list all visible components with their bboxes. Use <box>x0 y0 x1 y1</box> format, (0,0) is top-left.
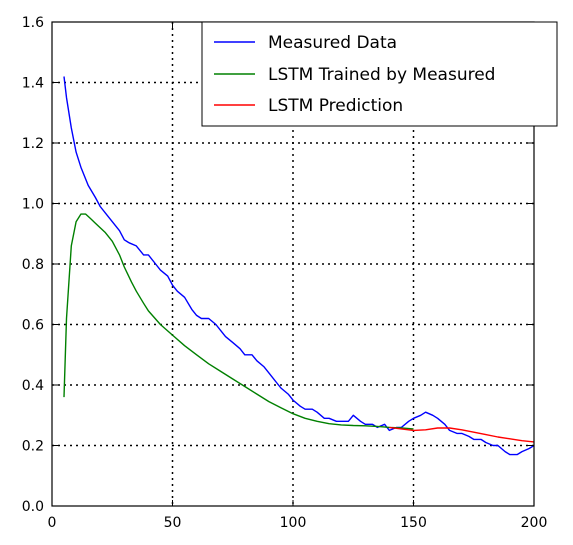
x-tick-label: 200 <box>521 515 548 531</box>
x-tick-label: 50 <box>164 515 182 531</box>
x-axis-tick-labels: 0 50 100 150 200 <box>48 515 548 531</box>
x-tick-label: 150 <box>400 515 427 531</box>
x-tick-label: 100 <box>280 515 307 531</box>
y-tick-label: 0.8 <box>22 257 44 273</box>
series-lstm-trained-line <box>63 213 414 430</box>
y-tick-label: 1.4 <box>22 76 44 92</box>
legend-label-lstm-prediction: LSTM Prediction <box>268 96 403 116</box>
y-tick-label: 1.0 <box>22 197 44 213</box>
y-tick-label: 0.6 <box>22 318 44 334</box>
y-axis-tick-labels: 0.0 0.2 0.4 0.6 0.8 1.0 1.2 1.4 1.6 <box>22 15 44 515</box>
y-tick-label: 0.0 <box>22 499 44 515</box>
legend-box <box>201 21 558 127</box>
x-tick-label: 0 <box>48 515 57 531</box>
series-measured-data-line <box>63 76 535 456</box>
series-lstm-prediction-line <box>389 426 535 443</box>
legend: Measured Data LSTM Trained by Measured L… <box>201 21 558 127</box>
legend-label-measured: Measured Data <box>268 33 397 53</box>
y-tick-label: 1.6 <box>22 15 44 31</box>
grid-lines <box>52 22 534 506</box>
series-layer <box>63 76 535 456</box>
y-tick-label: 1.2 <box>22 136 44 152</box>
y-tick-label: 0.4 <box>22 378 44 394</box>
y-tick-label: 0.2 <box>22 439 44 455</box>
legend-label-lstm-trained: LSTM Trained by Measured <box>268 65 495 85</box>
